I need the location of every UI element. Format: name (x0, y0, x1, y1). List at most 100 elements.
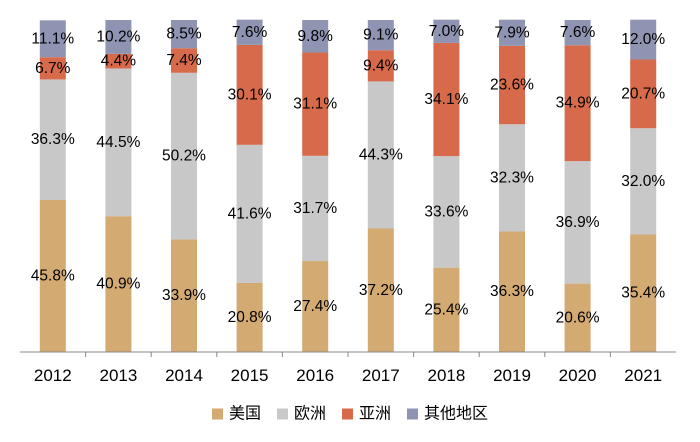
data-label: 12.0% (621, 31, 665, 48)
bar-segment (564, 45, 591, 162)
bar-segment (171, 20, 197, 49)
data-label: 11.1% (31, 30, 74, 47)
data-label: 44.3% (359, 146, 403, 163)
data-label: 20.8% (228, 309, 272, 326)
bar-segment (499, 19, 525, 46)
data-label: 4.4% (101, 53, 137, 70)
bar-segment (236, 282, 263, 352)
legend-item: 亚洲 (342, 406, 391, 423)
data-labels-layer: 45.8% 36.3% 6.7% 11.1% 40.9% 44.5% 4.4% 10.2% 33… (31, 23, 666, 327)
bar-segment (564, 161, 591, 284)
bar-segment (105, 216, 132, 352)
legend-label: 欧洲 (294, 405, 326, 423)
bar-segment (39, 20, 66, 58)
bar-segment (105, 53, 132, 69)
data-label: 7.9% (494, 24, 530, 41)
bar-segment (302, 261, 329, 352)
bar-segment (39, 199, 66, 352)
x-tick-label: 2015 (231, 366, 269, 385)
data-label: 23.6% (490, 77, 534, 94)
x-tick-label: 2018 (427, 366, 465, 385)
bar-segment (433, 42, 460, 157)
x-tick-label: 2020 (559, 366, 597, 385)
data-label: 33.6% (424, 203, 468, 220)
bar-segment (367, 50, 394, 82)
bar-segment (499, 45, 525, 125)
x-tick-label: 2013 (99, 366, 137, 385)
data-label: 6.7% (35, 60, 71, 77)
data-label: 25.4% (424, 301, 468, 318)
bar-segment (630, 19, 657, 60)
bar-segment (367, 20, 394, 51)
data-label: 32.0% (621, 173, 665, 190)
legend-item: 其他地区 (407, 405, 488, 423)
legend-label: 其他地区 (424, 405, 488, 423)
data-label: 9.4% (363, 57, 399, 74)
data-label: 40.9% (96, 276, 140, 293)
bars-layer (39, 19, 657, 352)
x-tick-label: 2016 (296, 366, 334, 385)
data-label: 20.7% (621, 85, 665, 102)
bar-segment (630, 59, 657, 129)
legend-swatch (407, 408, 418, 420)
bar-segment (433, 19, 460, 43)
bar-segment (499, 231, 525, 352)
data-label: 35.4% (621, 285, 665, 302)
data-label: 44.5% (96, 134, 140, 151)
bar-segment (236, 44, 263, 145)
data-label: 9.1% (363, 27, 399, 44)
bar-segment (39, 79, 66, 200)
data-label: 20.6% (556, 309, 600, 326)
x-tick-label: 2019 (493, 366, 531, 385)
data-label: 34.9% (556, 95, 600, 112)
bar-segment (433, 156, 460, 268)
legend-swatch (277, 408, 288, 420)
bar-segment (630, 128, 657, 235)
bar-segment (302, 20, 329, 53)
legend-item: 美国 (212, 405, 261, 423)
bar-segment (367, 81, 394, 229)
data-label: 37.2% (359, 282, 403, 299)
bar-segment (630, 234, 657, 352)
bar-segment (171, 72, 197, 240)
legend-swatch (342, 408, 353, 420)
data-label: 41.6% (228, 205, 272, 222)
bar-segment (236, 19, 263, 45)
bar-segment (564, 20, 591, 46)
legend-item: 欧洲 (277, 405, 326, 423)
x-tick-label: 2017 (362, 366, 400, 385)
data-label: 34.1% (424, 91, 468, 108)
legend-swatch (212, 408, 223, 420)
bar-segment (171, 239, 197, 352)
data-label: 7.6% (232, 24, 268, 41)
data-label: 32.3% (490, 169, 534, 186)
data-label: 36.9% (556, 214, 600, 231)
data-label: 31.1% (293, 96, 337, 113)
x-axis-ticks (85, 352, 611, 357)
data-label: 30.1% (228, 86, 272, 103)
bar-segment (105, 20, 132, 54)
data-label: 36.3% (31, 131, 75, 148)
bar-segment (302, 155, 329, 262)
x-axis-tick-labels: 2012 2013 2014 2015 2016 2017 2018 2019 2020 2021 (34, 366, 662, 385)
bar-segment (564, 283, 591, 352)
x-tick-label: 2014 (165, 366, 203, 385)
bar-segment (499, 124, 525, 232)
data-label: 7.6% (560, 24, 596, 41)
legend: 美国 欧洲 亚洲 其他地区 (212, 405, 488, 423)
bar-segment (367, 228, 394, 352)
data-label: 27.4% (293, 298, 337, 315)
data-label: 7.0% (429, 23, 465, 40)
bar-segment (236, 144, 263, 283)
bar-segment (105, 68, 132, 217)
data-label: 33.9% (162, 287, 206, 304)
x-tick-label: 2012 (34, 366, 72, 385)
bar-segment (171, 48, 197, 73)
bar-segment (302, 52, 329, 156)
data-label: 10.2% (96, 28, 140, 45)
data-label: 8.5% (166, 26, 202, 43)
bar-segment (39, 57, 66, 80)
data-label: 36.3% (490, 283, 534, 300)
bar-segment (433, 267, 460, 352)
